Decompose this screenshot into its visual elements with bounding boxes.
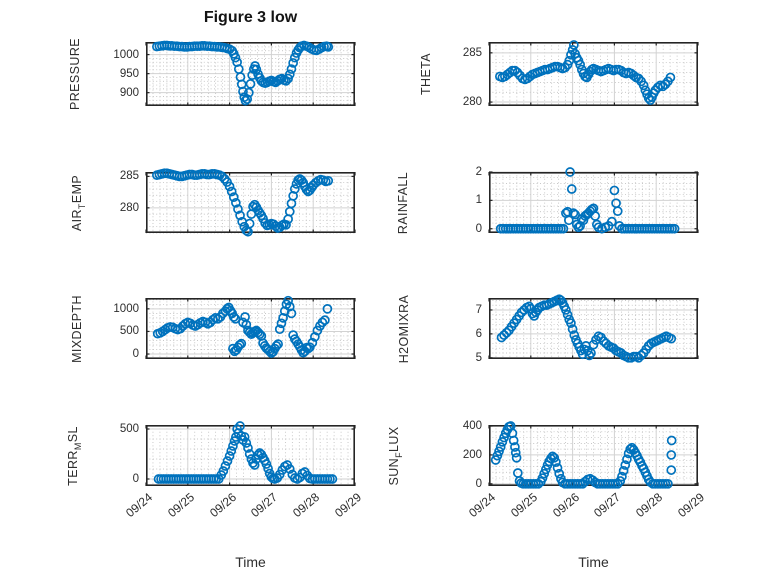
y-tick-label: 280 xyxy=(462,96,482,109)
plot-area-pressure xyxy=(145,40,356,107)
y-axis-label-pressure: PRESSURE xyxy=(67,38,82,110)
subplot-mixdepth: MIXDEPTH 0 500 1000 xyxy=(70,295,356,362)
y-tick-label: 285 xyxy=(462,46,482,59)
x-tick-label: 09/27 xyxy=(591,490,624,521)
subplot-theta: THETA 280 285 xyxy=(419,40,699,108)
subplot-rainfall: RAINFALL 0 1 2 xyxy=(396,166,699,235)
plot-area-theta xyxy=(488,40,699,107)
y-tick-label: 6 xyxy=(475,327,482,340)
x-tick-label: 09/25 xyxy=(507,490,540,521)
x-axis-label: Time xyxy=(235,554,266,570)
x-tick-label: 09/28 xyxy=(290,490,323,521)
y-axis-label-sun-flux: SUNFLUX xyxy=(386,425,404,486)
y-tick-label: 0 xyxy=(132,473,139,485)
y-tick-label: 1000 xyxy=(113,302,139,315)
plot-area-sun-flux xyxy=(488,421,699,489)
x-tick-label: 09/26 xyxy=(206,490,239,521)
y-tick-label: 7 xyxy=(475,303,482,316)
y-axis-label-air-temp: AIRTEMP xyxy=(69,174,87,231)
y-tick-label: 0 xyxy=(475,222,482,235)
y-tick-label: 2 xyxy=(475,166,482,178)
subplot-air-temp: AIRTEMP 280 285 xyxy=(70,168,356,237)
y-axis-label-terr-msl: TERRMSL xyxy=(65,425,83,486)
figure-title: Figure 3 low xyxy=(203,9,298,26)
y-tick-label: 950 xyxy=(119,67,139,80)
x-tick-label: 09/24 xyxy=(465,490,498,521)
x-tick-label: 09/25 xyxy=(164,490,197,521)
x-axis-label: Time xyxy=(578,554,609,570)
y-tick-label: 500 xyxy=(119,325,139,338)
x-tick-label: 09/29 xyxy=(674,490,707,521)
y-axis-label-mixdepth: MIXDEPTH xyxy=(69,294,84,363)
subplot-terr-msl: TERRMSL Time 0 500 09/24 09/25 09/26 09/27 09/… xyxy=(66,421,364,570)
y-axis-label-rainfall: RAINFALL xyxy=(395,171,410,234)
y-tick-label: 400 xyxy=(462,420,482,432)
y-tick-label: 0 xyxy=(475,477,482,490)
subplot-sun-flux: SUNFLUX Time 0 200 400 09/24 09/25 09/26 09/27… xyxy=(387,420,707,570)
x-tick-label: 09/28 xyxy=(633,490,666,521)
plot-area-mixdepth xyxy=(145,295,356,360)
x-tick-label: 09/29 xyxy=(331,490,364,521)
subplot-pressure: PRESSURE 900 950 1000 xyxy=(68,38,356,110)
x-tick-label: 09/26 xyxy=(549,490,582,521)
plot-area-air-temp xyxy=(145,168,356,237)
y-tick-label: 285 xyxy=(119,170,139,183)
y-axis-label-theta: THETA xyxy=(418,52,433,96)
plot-area-terr-msl xyxy=(145,421,356,487)
y-tick-label: 0 xyxy=(132,348,139,361)
y-tick-label: 900 xyxy=(119,86,139,99)
y-tick-label: 5 xyxy=(475,351,482,364)
x-tick-label: 09/24 xyxy=(122,490,155,521)
y-tick-label: 1 xyxy=(475,194,482,207)
y-tick-label: 1000 xyxy=(113,48,139,61)
y-tick-label: 200 xyxy=(462,448,482,461)
y-tick-label: 280 xyxy=(119,201,139,214)
plot-area-h2omixra xyxy=(488,294,699,363)
y-tick-label: 500 xyxy=(119,423,139,435)
y-axis-label-h2omixra: H2OMIXRA xyxy=(396,294,411,363)
x-tick-label: 09/27 xyxy=(248,490,281,521)
subplot-h2omixra: H2OMIXRA 5 6 7 xyxy=(397,294,699,364)
plot-area-rainfall xyxy=(488,167,699,234)
